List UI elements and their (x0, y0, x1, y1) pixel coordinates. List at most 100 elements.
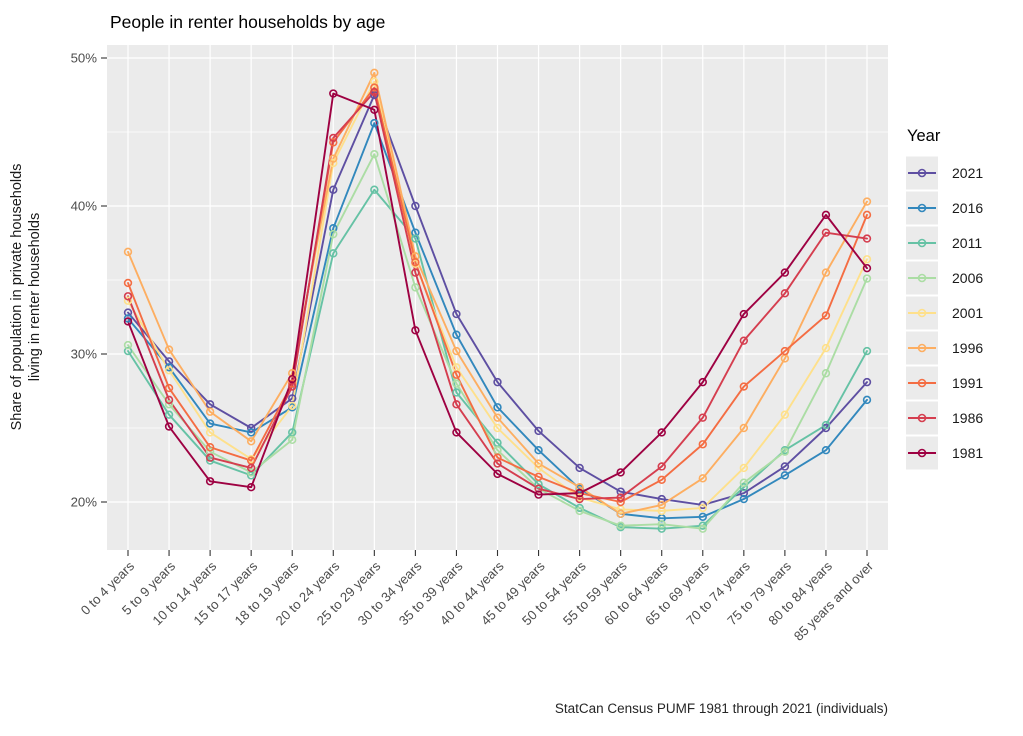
data-point (246, 428, 256, 437)
data-point (370, 185, 379, 194)
data-point (493, 469, 502, 479)
data-point (739, 309, 749, 319)
data-point (698, 413, 707, 422)
data-point (123, 247, 133, 257)
data-point (288, 374, 297, 384)
legend-item-label: 1986 (952, 410, 983, 426)
legend-item-label: 2011 (952, 235, 982, 251)
data-point (370, 87, 379, 97)
data-point (493, 377, 502, 387)
data-point (821, 343, 831, 353)
data-point (493, 423, 502, 433)
data-point (205, 443, 215, 452)
legend-items: 2021 2016 2011 2006 2001 1996 1991 1986 1981 (906, 156, 983, 470)
data-point (123, 292, 133, 301)
series-points (123, 68, 872, 533)
data-point (164, 400, 174, 409)
y-tick-label: 40% (71, 199, 98, 214)
data-point (493, 453, 502, 462)
legend-key-marker (917, 378, 927, 388)
legend-item-1991: 1991 (906, 366, 983, 400)
data-point (780, 346, 790, 356)
data-point (780, 447, 790, 456)
data-point (205, 419, 215, 428)
data-point (821, 228, 831, 237)
legend-item-label: 2001 (952, 305, 983, 321)
legend-item-label: 2006 (952, 270, 983, 286)
y-axis-tick-labels: 20% 30% 40% 50% (71, 51, 98, 510)
chart-title: People in renter households by age (110, 12, 385, 32)
data-point (329, 185, 338, 194)
data-point (452, 428, 461, 437)
y-tick-label: 20% (71, 495, 98, 510)
data-point (780, 268, 790, 277)
data-point (411, 268, 420, 277)
data-point (616, 493, 625, 502)
y-tick-label: 30% (71, 347, 98, 362)
data-point (657, 500, 666, 510)
data-point (821, 423, 831, 433)
data-point (370, 150, 379, 159)
legend-key-marker (917, 308, 927, 318)
data-point (123, 308, 133, 317)
data-point (698, 512, 707, 521)
data-point (164, 410, 174, 419)
data-point (616, 509, 625, 519)
data-point (329, 89, 338, 98)
legend-item-label: 1991 (952, 375, 983, 391)
data-point (780, 289, 790, 298)
data-point (164, 422, 174, 431)
gridlines (107, 45, 888, 550)
y-axis-title-line1: Share of population in private household… (9, 164, 25, 431)
series-line-1991 (127, 86, 868, 503)
data-point (452, 346, 461, 356)
x-tick-label: 85 years and over (791, 558, 877, 644)
data-point (329, 138, 338, 147)
data-point (205, 428, 215, 437)
data-point (411, 252, 420, 261)
legend-item-2021: 2021 (906, 156, 983, 190)
data-point (329, 158, 338, 168)
series-line-1981 (127, 92, 868, 496)
data-point (288, 435, 297, 445)
caption: StatCan Census PUMF 1981 through 2021 (i… (555, 701, 888, 716)
data-point (575, 503, 584, 513)
data-point (123, 278, 133, 288)
data-point (821, 311, 831, 320)
data-point (739, 494, 749, 504)
data-point (575, 494, 584, 504)
data-point (164, 345, 174, 354)
data-point (452, 388, 461, 397)
data-point (452, 379, 461, 388)
data-point (575, 488, 584, 498)
data-point (534, 484, 543, 493)
data-point (246, 437, 256, 446)
legend-item-label: 1996 (952, 340, 983, 356)
series-line-1986 (127, 91, 868, 500)
data-point (411, 326, 420, 335)
data-point (205, 407, 215, 416)
data-point (288, 369, 297, 378)
data-point (821, 369, 831, 378)
data-point (452, 330, 461, 339)
data-point (534, 490, 543, 499)
data-point (493, 459, 502, 468)
data-point (657, 428, 666, 437)
data-point (288, 401, 297, 410)
data-point (205, 477, 215, 486)
legend-key-marker (917, 203, 927, 213)
data-point (698, 503, 707, 513)
data-point (452, 400, 461, 409)
data-point (862, 377, 872, 387)
legend-key-marker (917, 168, 927, 178)
series-line-2016 (127, 122, 868, 520)
axis-ticks (101, 57, 868, 556)
data-point (123, 314, 133, 323)
data-point (123, 296, 133, 305)
data-point (698, 440, 707, 449)
data-point (739, 483, 749, 492)
data-point (575, 483, 584, 492)
data-point (862, 395, 872, 405)
data-point (452, 309, 461, 319)
data-point (698, 521, 707, 530)
